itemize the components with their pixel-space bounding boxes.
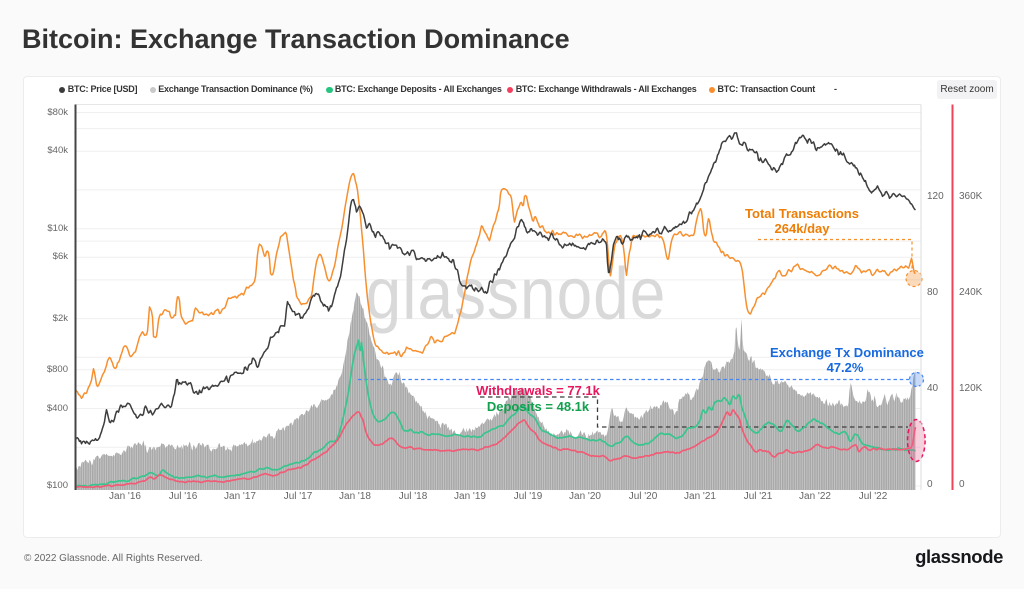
svg-text:glassnode: glassnode xyxy=(366,252,667,334)
